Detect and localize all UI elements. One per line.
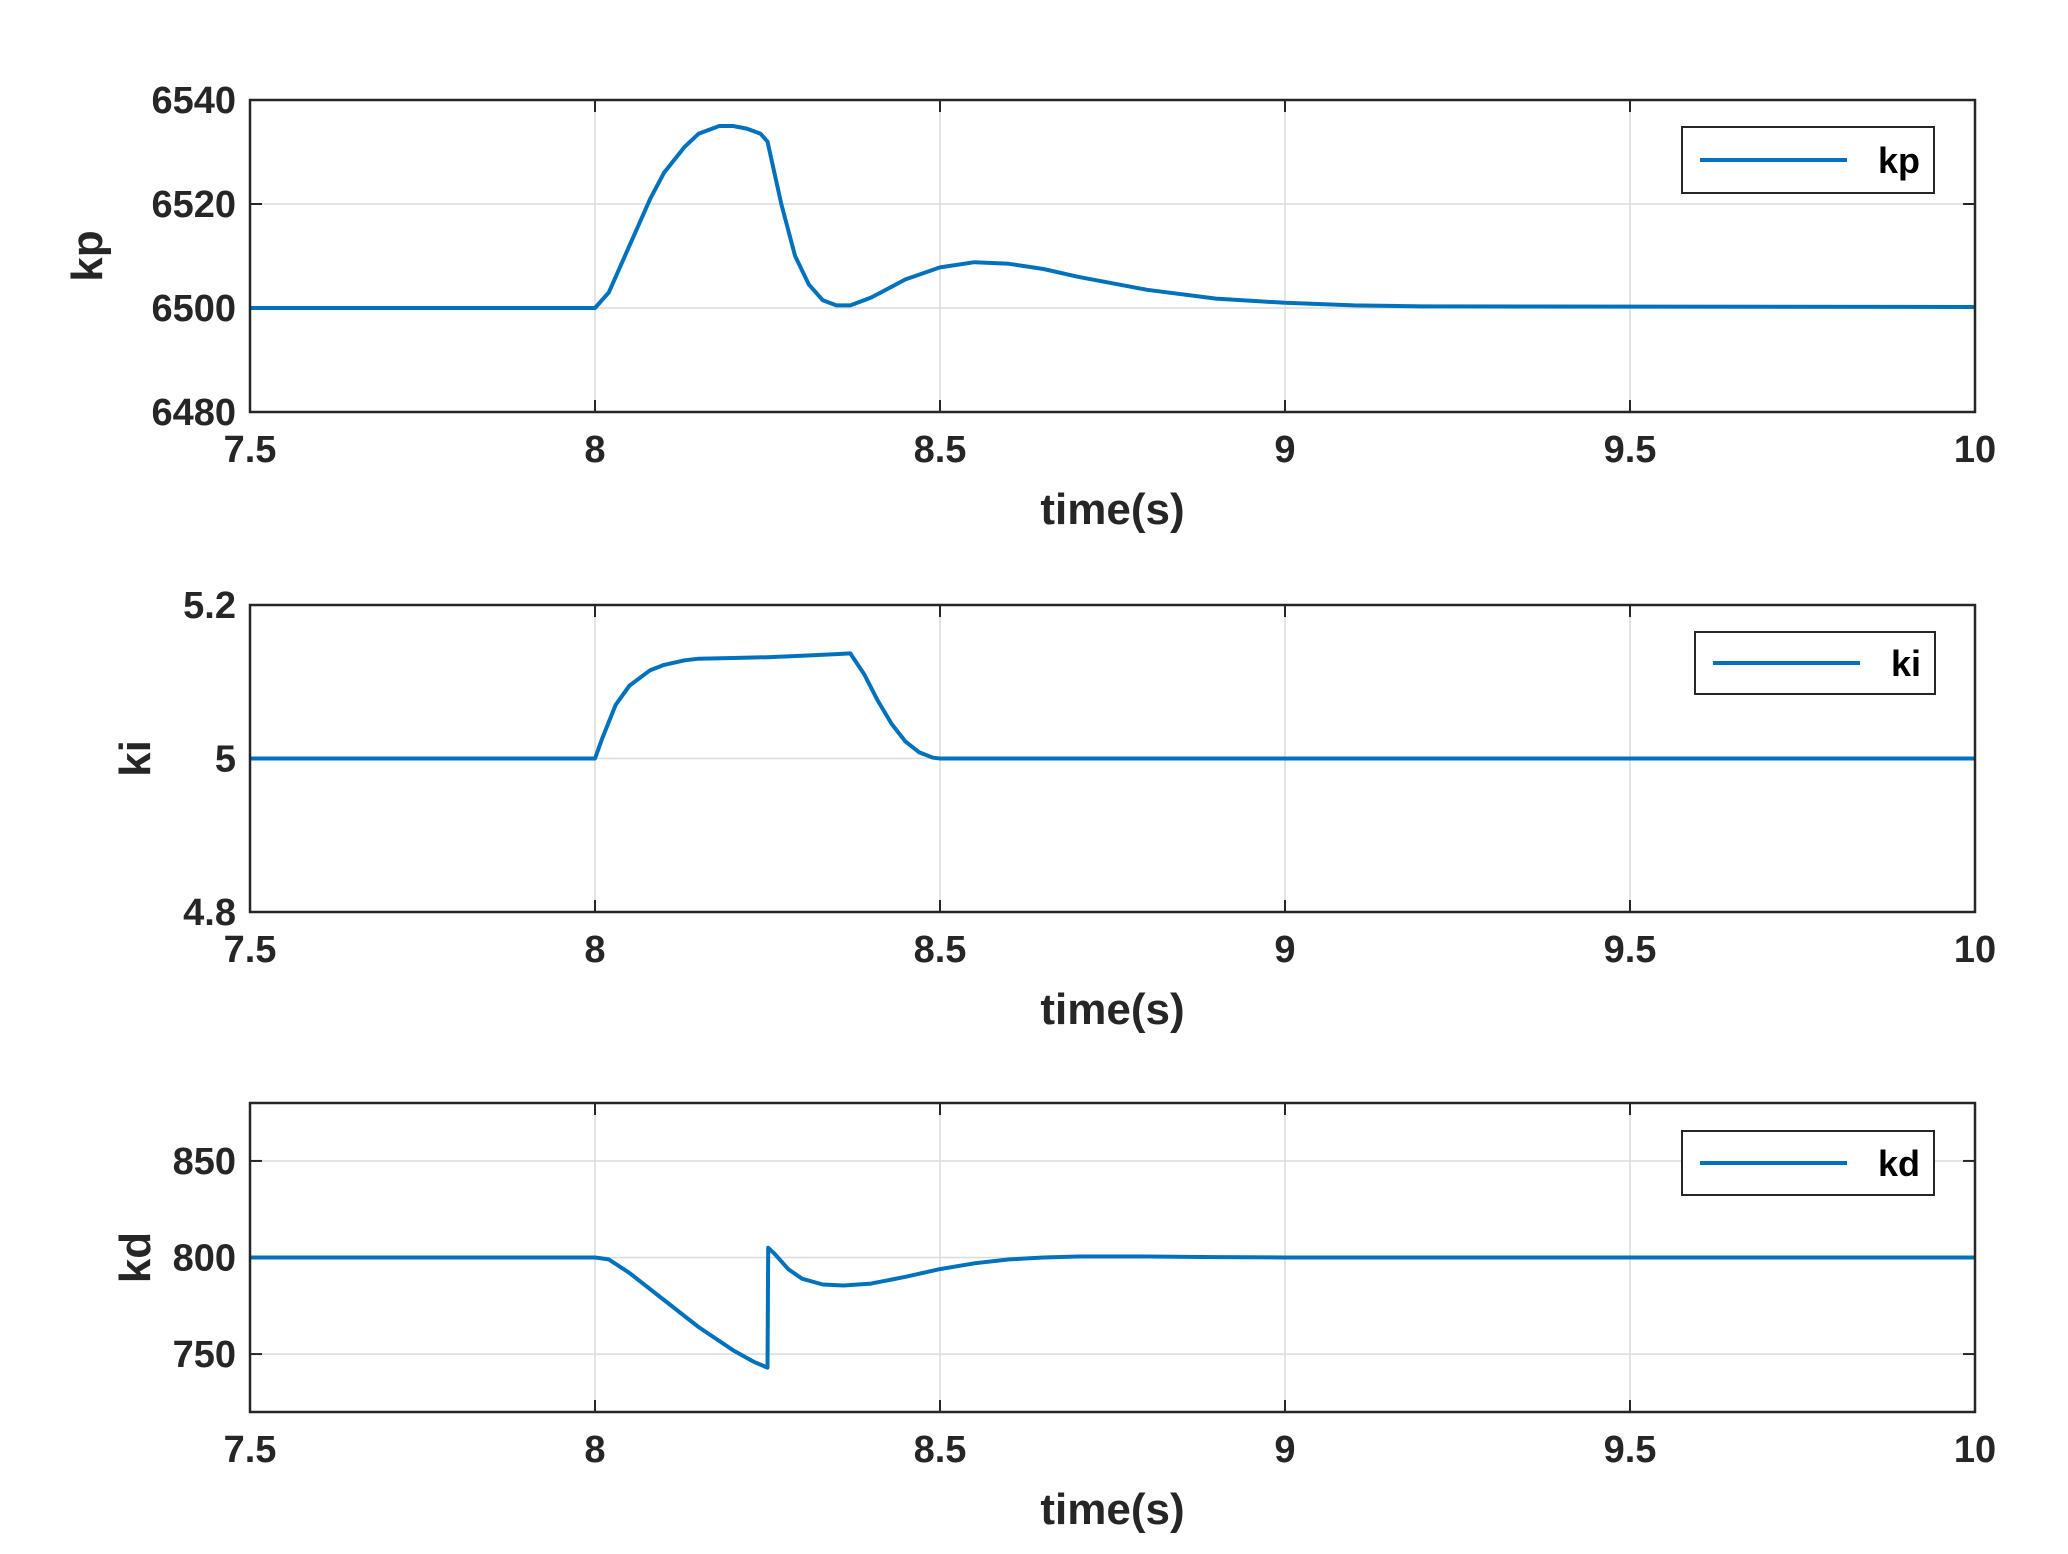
x-tick-label: 8 — [584, 929, 605, 971]
plot-panel-kp: 7.5 8 8.5 9 9.5 10 6480 6500 6520 6540 time(s) kp kp — [63, 80, 1996, 534]
y-tick-label: 6520 — [151, 184, 236, 226]
x-tick-label: 8 — [584, 429, 605, 471]
x-tick-label: 7.5 — [224, 1429, 277, 1471]
x-tick-label: 9.5 — [1604, 1429, 1657, 1471]
y-tick-label: 800 — [173, 1238, 236, 1280]
axes-box — [248, 603, 1977, 914]
y-tick-label: 4.8 — [183, 892, 236, 934]
y-tick-label: 850 — [173, 1141, 236, 1183]
series-line-ki — [250, 651, 1975, 761]
y-tick-label: 5 — [215, 739, 236, 781]
series-line-kp — [250, 124, 1976, 310]
y-tick-label: 5.2 — [183, 585, 236, 627]
y-axis-label: kp — [63, 230, 112, 281]
series-line-kd — [250, 1245, 1975, 1370]
legend-label-kp: kp — [1878, 140, 1920, 181]
plot-panel-kd: 7.5 8 8.5 9 9.5 10 750 800 850 time(s) kd kd — [111, 1101, 1996, 1534]
legend: kp — [1681, 126, 1935, 194]
x-tick-label: 10 — [1954, 429, 1996, 471]
axes-box — [248, 98, 1977, 414]
plot-panel-ki: 7.5 8 8.5 9 9.5 10 4.8 5 5.2 time(s) ki ki — [111, 585, 1996, 1034]
y-tick-label: 6480 — [151, 392, 236, 434]
y-axis-label: ki — [111, 740, 160, 777]
legend-label-kd: kd — [1878, 1143, 1920, 1184]
x-tick-label: 8.5 — [914, 929, 967, 971]
x-tick-label: 10 — [1954, 1429, 1996, 1471]
x-axis-label: time(s) — [1040, 985, 1184, 1034]
y-tick-label: 750 — [173, 1334, 236, 1376]
x-tick-label: 8.5 — [914, 1429, 967, 1471]
x-axis-label: time(s) — [1040, 1485, 1184, 1534]
x-tick-label: 9 — [1274, 929, 1295, 971]
y-tick-label: 6500 — [151, 288, 236, 330]
x-axis-label: time(s) — [1040, 485, 1184, 534]
y-tick-label: 6540 — [151, 80, 236, 122]
x-tick-label: 8.5 — [914, 429, 967, 471]
legend: kd — [1681, 1130, 1935, 1196]
legend: ki — [1694, 631, 1936, 695]
x-tick-label: 7.5 — [224, 929, 277, 971]
axes-box — [248, 1101, 1977, 1414]
x-tick-label: 7.5 — [224, 429, 277, 471]
x-tick-label: 9 — [1274, 1429, 1295, 1471]
x-tick-label: 9.5 — [1604, 929, 1657, 971]
x-tick-label: 10 — [1954, 929, 1996, 971]
x-tick-label: 9 — [1274, 429, 1295, 471]
x-tick-label: 8 — [584, 1429, 605, 1471]
x-tick-label: 9.5 — [1604, 429, 1657, 471]
y-axis-label: kd — [111, 1232, 160, 1283]
legend-label-ki: ki — [1891, 643, 1921, 684]
